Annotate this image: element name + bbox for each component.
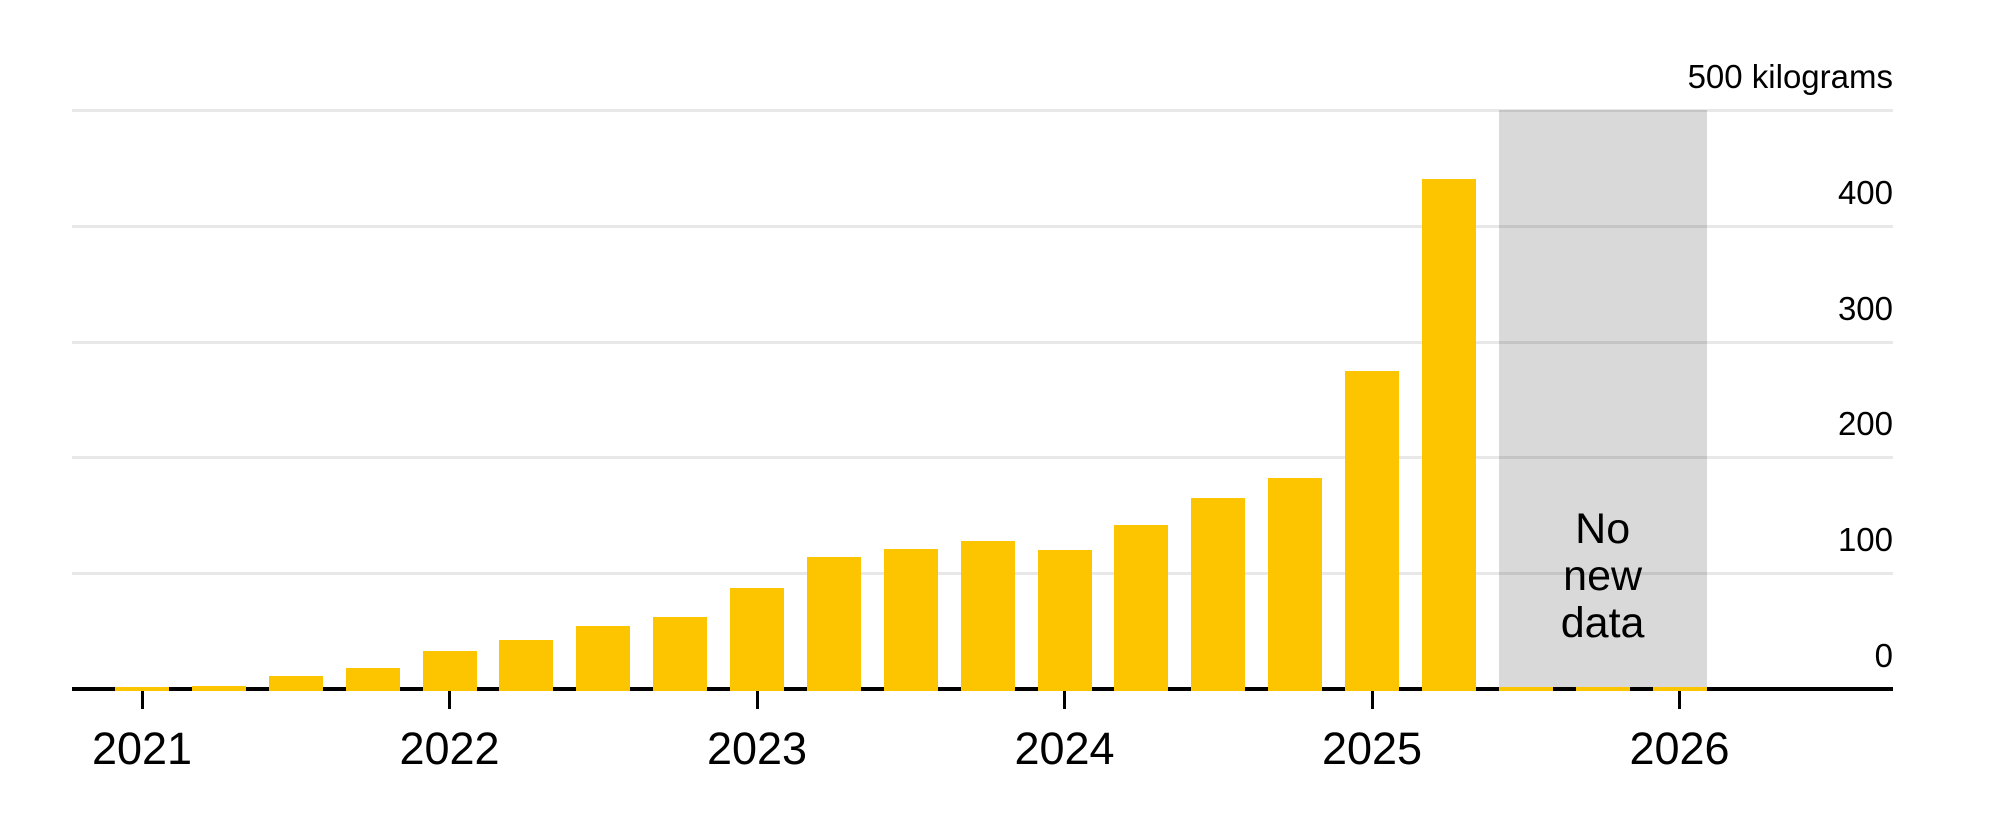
bar-2025-Q4 <box>1575 686 1630 691</box>
bar-2021-Q1 <box>115 686 169 691</box>
y-axis-label-400: 400 <box>1837 173 1893 211</box>
x-axis-label-2021: 2021 <box>91 723 193 774</box>
bar-2023-Q4 <box>960 540 1015 691</box>
bar-2024-Q1 <box>1037 550 1092 691</box>
bar-2022-Q4 <box>653 617 708 691</box>
bar-2025-Q1 <box>1345 370 1399 691</box>
bar-2021-Q2 <box>191 685 246 691</box>
x-axis-tick-2022 <box>448 691 451 709</box>
y-axis-label-0: 0 <box>1874 637 1893 674</box>
y-axis-label-200: 200 <box>1837 405 1893 443</box>
bar-2021-Q3 <box>268 676 323 691</box>
x-axis-tick-2024 <box>1063 691 1066 709</box>
bar-2024-Q3 <box>1191 497 1246 691</box>
x-axis-tick-2023 <box>755 691 759 709</box>
y-axis-label-300: 300 <box>1837 289 1893 327</box>
gridline-200 <box>72 456 1893 460</box>
x-axis-label-2026: 2026 <box>1629 723 1730 774</box>
bar-2024-Q4 <box>1268 478 1323 691</box>
x-axis-tick-2025 <box>1370 691 1374 709</box>
gridline-500 <box>72 109 1893 112</box>
bar-2023-Q1 <box>730 588 784 691</box>
bar-2021-Q4 <box>345 668 400 691</box>
y-axis-label-500: 500 kilograms <box>1687 58 1893 95</box>
gridline-300 <box>72 340 1893 344</box>
bar-2024-Q2 <box>1114 524 1169 691</box>
x-axis-label-2022: 2022 <box>399 723 500 774</box>
bar-2025-Q3 <box>1498 686 1553 691</box>
y-axis-label-100: 100 <box>1837 521 1893 559</box>
x-axis-tick-2026 <box>1678 691 1681 709</box>
x-axis-tick-2021 <box>140 691 144 709</box>
x-axis-label-2023: 2023 <box>706 723 808 774</box>
bar-2023-Q2 <box>806 556 861 691</box>
bar-2023-Q3 <box>883 548 938 691</box>
no-data-region <box>1498 110 1707 691</box>
x-axis-label-2024: 2024 <box>1014 723 1115 774</box>
gridline-400 <box>72 224 1893 228</box>
bar-2022-Q3 <box>576 626 631 691</box>
x-axis-label-2025: 2025 <box>1321 723 1423 774</box>
bar-2025-Q2 <box>1421 179 1476 691</box>
no-new-data-label: No new data <box>1560 505 1645 647</box>
bar-2026-Q1 <box>1652 686 1707 691</box>
bar-2022-Q2 <box>499 640 554 691</box>
bar-2022-Q1 <box>422 650 477 691</box>
